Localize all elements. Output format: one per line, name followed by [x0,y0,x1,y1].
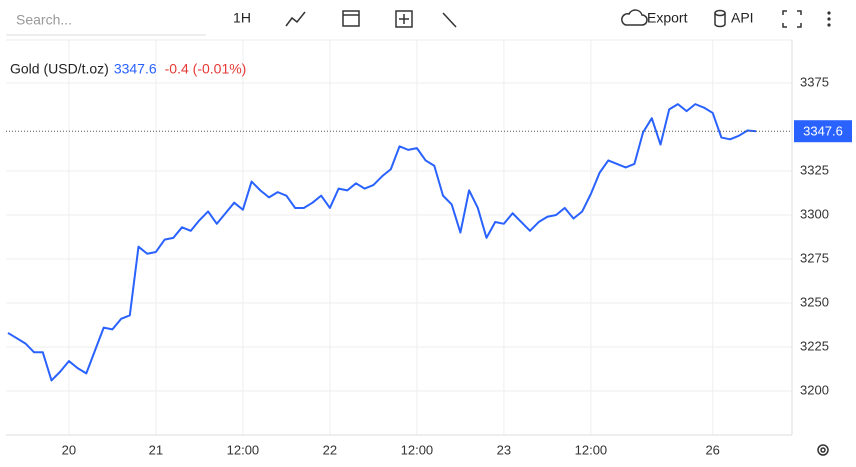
x-tick-label: 20 [62,442,76,457]
settings-gear[interactable] [817,444,829,456]
settings-tool-icon[interactable] [442,12,457,28]
api-button[interactable]: API [714,10,754,28]
plot-area [6,40,792,435]
y-tick-label: 3250 [800,294,829,309]
y-tick-label: 3300 [800,206,829,221]
last-price-label: 3347.6 [803,124,843,139]
menu-icon[interactable] [827,11,831,27]
y-tick-label: 3375 [800,74,829,89]
x-tick-label: 12:00 [227,442,260,457]
header-change: -0.4 (-0.01%) [165,61,247,77]
export-label[interactable]: Export [647,10,688,26]
api-label[interactable]: API [731,10,754,26]
search-input[interactable]: Search... [16,12,72,28]
chart-type-icon[interactable] [285,11,306,27]
x-tick-label: 21 [149,442,163,457]
chart-title: Gold (USD/t.oz) [10,61,109,77]
x-tick-label: 12:00 [575,442,608,457]
interval-button[interactable]: 1H [233,10,251,26]
x-tick-label: 23 [497,442,511,457]
fullscreen-icon[interactable] [782,10,802,28]
add-icon[interactable] [395,10,413,28]
y-tick-label: 3225 [800,338,829,353]
last-price-tag [794,120,852,143]
calendar-icon[interactable] [342,10,360,27]
y-tick-label: 3325 [800,162,829,177]
x-tick-label: 12:00 [401,442,434,457]
x-tick-label: 26 [705,442,719,457]
price-line [7,103,757,382]
header-price: 3347.6 [114,61,157,77]
y-tick-label: 3200 [800,382,829,397]
export-button[interactable]: Export [621,9,688,26]
y-tick-label: 3275 [800,250,829,265]
x-tick-label: 22 [323,442,337,457]
